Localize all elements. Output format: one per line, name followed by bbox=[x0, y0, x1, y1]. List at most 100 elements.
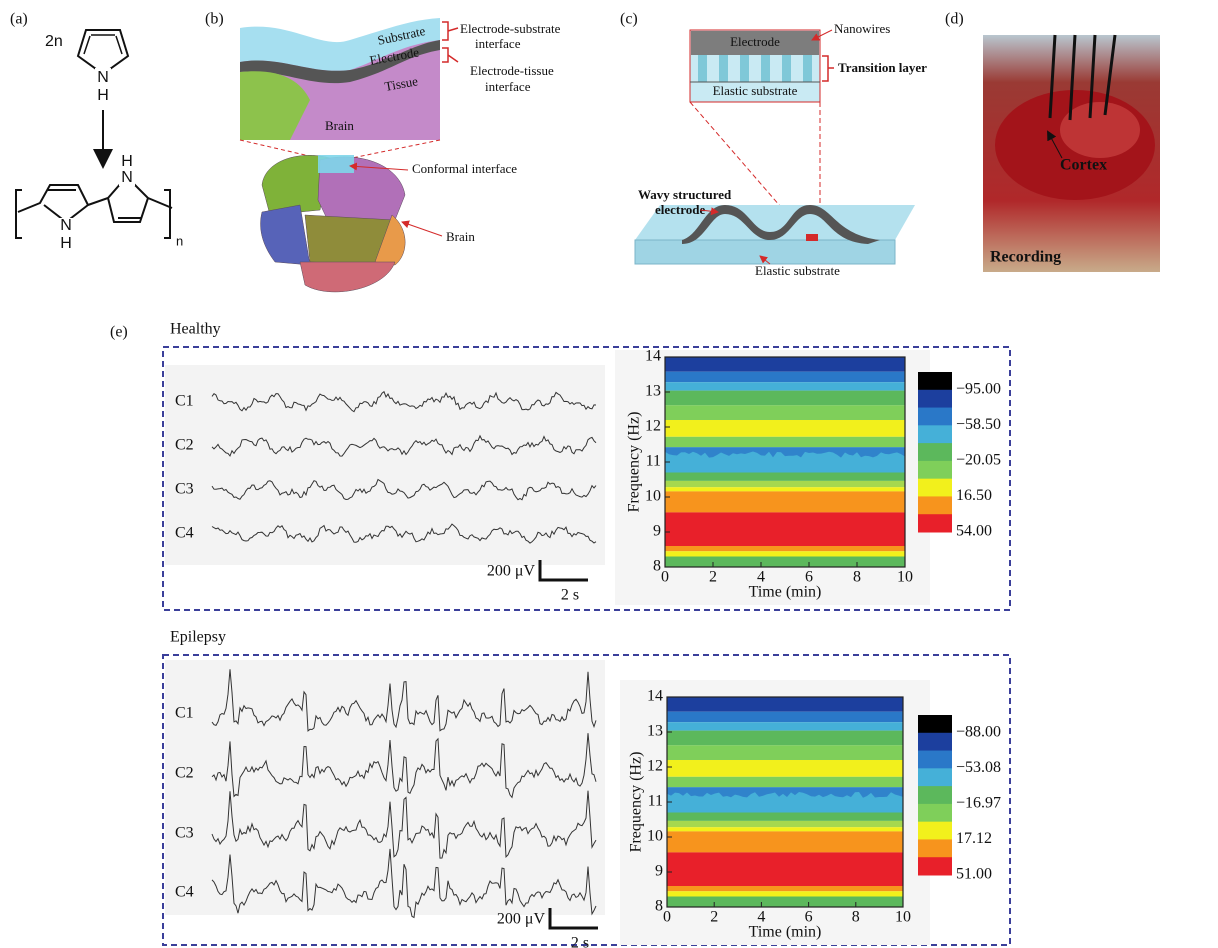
power-band bbox=[667, 722, 903, 730]
colorbar-segment bbox=[918, 857, 952, 875]
x-tick-label: 0 bbox=[661, 569, 669, 586]
callout: Electrode-tissue bbox=[470, 63, 554, 78]
x-tick-label: 2 bbox=[709, 569, 717, 586]
power-band bbox=[667, 760, 903, 777]
trace-bg bbox=[165, 660, 605, 915]
colorbar-label: −88.00 bbox=[956, 723, 1001, 740]
colorbar-label: −95.00 bbox=[956, 380, 1001, 397]
y-tick-label: 10 bbox=[645, 488, 661, 505]
x-tick-label: 10 bbox=[895, 909, 911, 926]
panel-label: (e) bbox=[110, 324, 128, 341]
interface-bracket bbox=[442, 22, 458, 62]
power-band bbox=[665, 546, 905, 551]
power-band bbox=[665, 557, 905, 568]
x-tick-label: 10 bbox=[897, 569, 913, 586]
power-band bbox=[667, 731, 903, 746]
x-axis-label: Time (min) bbox=[749, 584, 822, 601]
colorbar-segment bbox=[918, 733, 952, 751]
y-tick-label: 11 bbox=[648, 793, 663, 810]
repeat-index: n bbox=[176, 233, 183, 248]
colorbar-segment bbox=[918, 751, 952, 769]
channel-label: C4 bbox=[175, 525, 194, 542]
condition-title: Healthy bbox=[170, 321, 221, 338]
colorbar-segment bbox=[918, 496, 952, 514]
figure: (a)2nNHNHNHn(b)SubstrateElectrodeTissueB… bbox=[0, 0, 1218, 948]
layer-label: Elastic substrate bbox=[713, 83, 798, 98]
colorbar-segment bbox=[918, 425, 952, 443]
y-tick-label: 14 bbox=[647, 688, 663, 705]
channel-label: C3 bbox=[175, 825, 194, 842]
callout: Brain bbox=[446, 229, 475, 244]
y-tick-label: 12 bbox=[645, 418, 661, 435]
colorbar-segment bbox=[918, 715, 952, 733]
colorbar-segment bbox=[918, 514, 952, 532]
power-band bbox=[667, 891, 903, 896]
x-axis-label: Time (min) bbox=[749, 924, 822, 941]
layer-label: Brain bbox=[325, 118, 354, 133]
y-tick-label: 13 bbox=[645, 383, 661, 400]
power-band bbox=[665, 357, 905, 372]
y-tick-label: 13 bbox=[647, 723, 663, 740]
nanowire bbox=[719, 55, 728, 82]
conformal-patch bbox=[318, 155, 354, 173]
y-tick-label: 11 bbox=[646, 453, 661, 470]
photo-label: Cortex bbox=[1060, 157, 1107, 174]
y-axis-label: Frequency (Hz) bbox=[626, 412, 643, 513]
power-band bbox=[665, 437, 905, 448]
channel-label: C4 bbox=[175, 884, 194, 901]
y-tick-label: 9 bbox=[653, 523, 661, 540]
y-tick-label: 14 bbox=[645, 348, 661, 365]
power-band bbox=[665, 512, 905, 546]
colorbar-segment bbox=[918, 786, 952, 804]
x-tick-label: 8 bbox=[852, 909, 860, 926]
channel-label: C2 bbox=[175, 765, 194, 782]
layer-label: Electrode bbox=[730, 34, 780, 49]
colorbar-label: 51.00 bbox=[956, 866, 992, 883]
callout: interface bbox=[475, 36, 521, 51]
scale-label: 2 s bbox=[571, 935, 589, 948]
atom: N bbox=[97, 69, 109, 86]
colorbar-segment bbox=[918, 822, 952, 840]
coefficient: 2n bbox=[45, 33, 63, 50]
y-tick-label: 9 bbox=[655, 863, 663, 880]
colorbar-segment bbox=[918, 408, 952, 426]
y-tick-label: 8 bbox=[653, 558, 661, 575]
scale-label: 200 μV bbox=[487, 563, 536, 580]
x-tick-label: 2 bbox=[710, 909, 718, 926]
channel-label: C1 bbox=[175, 705, 194, 722]
y-tick-label: 12 bbox=[647, 758, 663, 775]
atom: H bbox=[97, 87, 109, 104]
channel-label: C2 bbox=[175, 437, 194, 454]
brain-lobe bbox=[300, 262, 395, 292]
panel-label: (a) bbox=[10, 11, 28, 28]
power-band bbox=[667, 712, 903, 723]
atom: H bbox=[60, 235, 72, 252]
panel-label: (d) bbox=[945, 11, 964, 28]
power-band bbox=[667, 777, 903, 788]
colorbar-label: 17.12 bbox=[956, 830, 992, 847]
nanowire bbox=[803, 55, 812, 82]
nanowire bbox=[761, 55, 770, 82]
power-band bbox=[667, 821, 903, 827]
nanowire bbox=[698, 55, 707, 82]
scale-label: 2 s bbox=[561, 587, 579, 604]
colorbar-label: −16.97 bbox=[956, 795, 1001, 812]
colorbar-segment bbox=[918, 479, 952, 497]
atom: N bbox=[60, 217, 72, 234]
channel-label: C1 bbox=[175, 393, 194, 410]
power-band bbox=[665, 491, 905, 512]
power-band bbox=[665, 487, 905, 491]
zoom-marker bbox=[806, 234, 818, 241]
polymer-bonds bbox=[18, 182, 172, 222]
colorbar-segment bbox=[918, 443, 952, 461]
power-band bbox=[667, 813, 903, 821]
colorbar-segment bbox=[918, 839, 952, 857]
power-band bbox=[665, 391, 905, 406]
colorbar-label: −58.50 bbox=[956, 416, 1001, 433]
colorbar-label: −20.05 bbox=[956, 452, 1001, 469]
colorbar-label: 16.50 bbox=[956, 487, 992, 504]
power-band bbox=[667, 886, 903, 891]
colorbar-segment bbox=[918, 768, 952, 786]
power-band bbox=[667, 852, 903, 886]
colorbar-segment bbox=[918, 390, 952, 408]
